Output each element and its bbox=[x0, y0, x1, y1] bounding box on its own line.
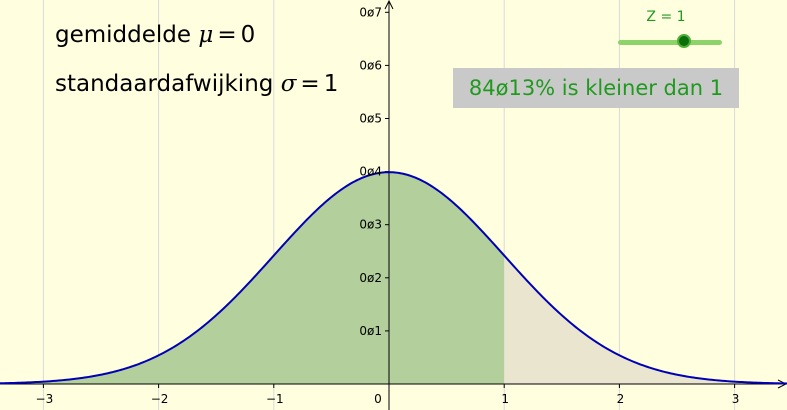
z-slider-label: Z = 1 bbox=[646, 9, 686, 25]
y-tick-label: 0ø3 bbox=[359, 218, 382, 232]
result-text: 84ø13% is kleiner dan 1 bbox=[468, 76, 724, 100]
unshaded-area-above-z bbox=[504, 255, 787, 384]
y-tick-label: 0ø1 bbox=[359, 324, 382, 338]
sd-value: 1 bbox=[323, 71, 339, 97]
mean-value: 0 bbox=[240, 22, 256, 48]
y-axis-arrow-icon bbox=[384, 0, 394, 10]
x-tick-label: 0 bbox=[374, 392, 382, 406]
x-tick-label: 3 bbox=[732, 392, 740, 406]
y-tick-label: 0ø7 bbox=[359, 5, 382, 19]
x-tick-label: 2 bbox=[617, 392, 625, 406]
mean-equals: = bbox=[217, 22, 237, 48]
normal-curve bbox=[0, 171, 787, 385]
tick-labels: −3 −2 −1 0 1 2 3 0ø1 0ø2 0ø3 0ø4 0ø5 0ø6 0ø7 bbox=[36, 5, 740, 406]
mean-label: gemiddelde μ = 0 bbox=[55, 22, 255, 48]
y-tick-label: 0ø5 bbox=[359, 112, 382, 126]
x-tick-label: 1 bbox=[501, 392, 509, 406]
y-tick-label: 0ø2 bbox=[359, 271, 382, 285]
sd-symbol: σ bbox=[280, 71, 297, 97]
mean-label-text: gemiddelde bbox=[55, 22, 192, 48]
y-tick-label: 0ø6 bbox=[359, 58, 382, 72]
shaded-area-below-z bbox=[0, 172, 505, 384]
sd-label: standaardafwijking σ = 1 bbox=[55, 71, 338, 97]
mean-symbol: μ bbox=[198, 22, 214, 48]
x-tick-label: −1 bbox=[266, 392, 284, 406]
sd-label-text: standaardafwijking bbox=[55, 71, 274, 97]
x-tick-label: −3 bbox=[36, 392, 54, 406]
sd-equals: = bbox=[300, 71, 320, 97]
z-slider[interactable]: Z = 1 bbox=[616, 8, 726, 50]
x-tick-label: −2 bbox=[151, 392, 169, 406]
result-text-box: 84ø13% is kleiner dan 1 bbox=[453, 68, 739, 108]
z-slider-knob[interactable] bbox=[677, 34, 691, 48]
y-tick-label: 0ø4 bbox=[359, 165, 382, 179]
z-slider-track[interactable] bbox=[618, 40, 722, 45]
